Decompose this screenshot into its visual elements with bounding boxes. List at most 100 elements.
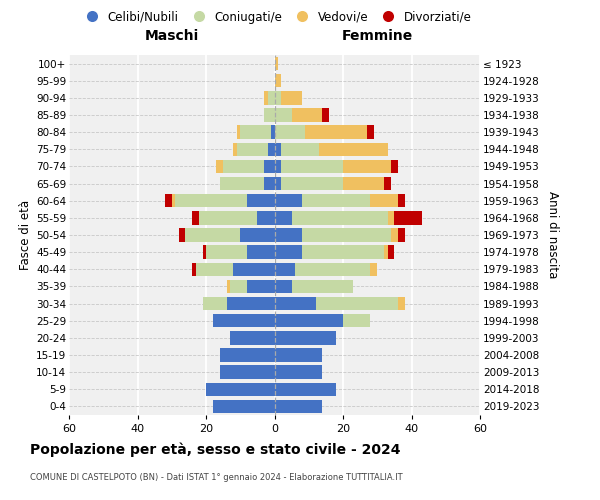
- Bar: [275, 331, 336, 344]
- Bar: [268, 142, 275, 156]
- Bar: [216, 160, 223, 173]
- Bar: [179, 228, 185, 241]
- Bar: [172, 194, 175, 207]
- Text: Maschi: Maschi: [145, 29, 199, 43]
- Bar: [264, 177, 275, 190]
- Y-axis label: Fasce di età: Fasce di età: [19, 200, 32, 270]
- Bar: [271, 126, 275, 139]
- Bar: [230, 331, 275, 344]
- Y-axis label: Anni di nascita: Anni di nascita: [546, 192, 559, 278]
- Bar: [275, 74, 281, 88]
- Bar: [275, 297, 316, 310]
- Bar: [275, 160, 281, 173]
- Bar: [316, 297, 398, 310]
- Bar: [206, 246, 247, 259]
- Bar: [193, 211, 199, 224]
- Bar: [220, 177, 264, 190]
- Bar: [240, 126, 271, 139]
- Bar: [384, 177, 391, 190]
- Bar: [275, 246, 302, 259]
- Bar: [292, 108, 322, 122]
- Bar: [302, 246, 384, 259]
- Bar: [257, 211, 275, 224]
- Bar: [292, 211, 388, 224]
- Bar: [384, 246, 388, 259]
- Bar: [398, 228, 404, 241]
- Bar: [275, 314, 343, 328]
- Bar: [213, 314, 275, 328]
- Bar: [391, 160, 398, 173]
- Bar: [275, 142, 281, 156]
- Bar: [247, 246, 275, 259]
- Bar: [213, 400, 275, 413]
- Bar: [275, 194, 302, 207]
- Bar: [233, 142, 237, 156]
- Bar: [367, 126, 374, 139]
- Bar: [275, 400, 322, 413]
- Bar: [275, 211, 292, 224]
- Bar: [240, 228, 275, 241]
- Bar: [275, 108, 292, 122]
- Bar: [370, 194, 398, 207]
- Bar: [264, 108, 275, 122]
- Bar: [199, 211, 257, 224]
- Bar: [394, 211, 422, 224]
- Bar: [220, 366, 275, 379]
- Bar: [275, 228, 302, 241]
- Bar: [295, 262, 370, 276]
- Bar: [302, 228, 391, 241]
- Bar: [319, 142, 388, 156]
- Bar: [281, 91, 302, 104]
- Bar: [370, 262, 377, 276]
- Bar: [247, 280, 275, 293]
- Bar: [305, 126, 367, 139]
- Bar: [391, 228, 398, 241]
- Text: Femmine: Femmine: [341, 29, 413, 43]
- Bar: [388, 211, 394, 224]
- Bar: [175, 194, 247, 207]
- Bar: [196, 262, 233, 276]
- Bar: [206, 382, 275, 396]
- Bar: [275, 57, 278, 70]
- Bar: [220, 348, 275, 362]
- Bar: [275, 177, 281, 190]
- Bar: [275, 126, 305, 139]
- Bar: [281, 177, 343, 190]
- Bar: [247, 194, 275, 207]
- Bar: [230, 280, 247, 293]
- Bar: [237, 142, 268, 156]
- Text: COMUNE DI CASTELPOTO (BN) - Dati ISTAT 1° gennaio 2024 - Elaborazione TUTTITALIA: COMUNE DI CASTELPOTO (BN) - Dati ISTAT 1…: [30, 472, 403, 482]
- Bar: [398, 194, 404, 207]
- Bar: [343, 160, 391, 173]
- Bar: [264, 160, 275, 173]
- Bar: [388, 246, 394, 259]
- Bar: [343, 314, 370, 328]
- Bar: [203, 246, 206, 259]
- Bar: [227, 297, 275, 310]
- Bar: [275, 262, 295, 276]
- Bar: [233, 262, 275, 276]
- Bar: [275, 348, 322, 362]
- Bar: [185, 228, 240, 241]
- Bar: [275, 280, 292, 293]
- Bar: [223, 160, 264, 173]
- Bar: [292, 280, 353, 293]
- Bar: [302, 194, 370, 207]
- Bar: [227, 280, 230, 293]
- Bar: [275, 366, 322, 379]
- Legend: Celibi/Nubili, Coniugati/e, Vedovi/e, Divorziati/e: Celibi/Nubili, Coniugati/e, Vedovi/e, Di…: [76, 6, 476, 28]
- Bar: [268, 91, 275, 104]
- Bar: [203, 297, 227, 310]
- Bar: [237, 126, 240, 139]
- Bar: [322, 108, 329, 122]
- Bar: [343, 177, 384, 190]
- Bar: [193, 262, 196, 276]
- Bar: [281, 142, 319, 156]
- Bar: [275, 91, 281, 104]
- Bar: [275, 382, 336, 396]
- Bar: [264, 91, 268, 104]
- Text: Popolazione per età, sesso e stato civile - 2024: Popolazione per età, sesso e stato civil…: [30, 442, 401, 457]
- Bar: [398, 297, 404, 310]
- Bar: [165, 194, 172, 207]
- Bar: [281, 160, 343, 173]
